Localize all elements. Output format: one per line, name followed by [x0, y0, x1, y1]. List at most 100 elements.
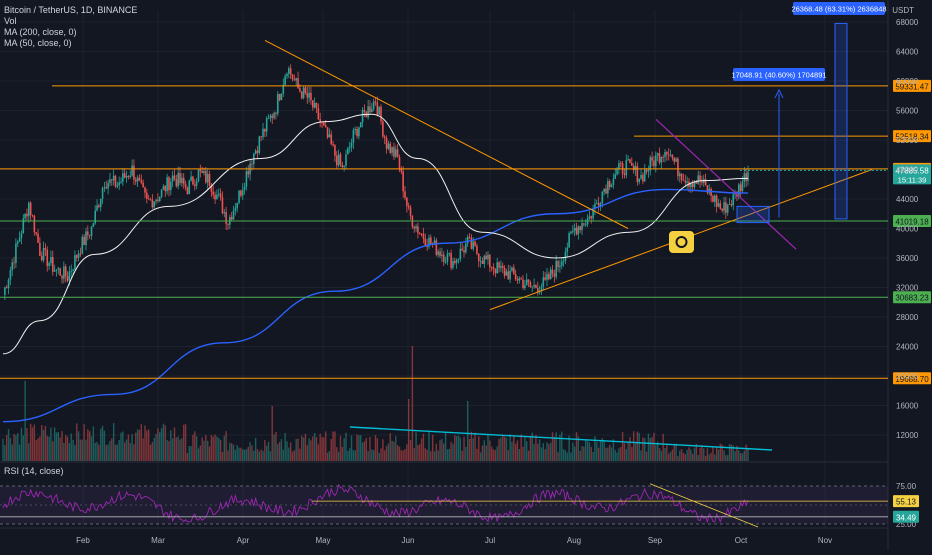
- volume-bar: [289, 442, 292, 461]
- candle-body: [476, 245, 478, 254]
- candle-body: [406, 197, 408, 206]
- candle-body: [26, 213, 28, 217]
- x-tick-label: Mar: [151, 536, 165, 545]
- volume-bar: [524, 437, 526, 461]
- volume-bar: [64, 435, 67, 461]
- volume-bar: [245, 449, 248, 461]
- candle-body: [149, 199, 152, 201]
- vol-indicator[interactable]: Vol: [4, 16, 17, 26]
- candle-body: [409, 207, 412, 216]
- volume-bar: [129, 442, 131, 461]
- volume-bar: [706, 448, 709, 461]
- y-tick-label: 24000: [896, 343, 919, 352]
- volume-bar: [572, 442, 574, 461]
- candle-body: [227, 223, 229, 225]
- candle-body: [372, 101, 375, 110]
- volume-bar: [404, 449, 406, 461]
- candle-body: [455, 259, 458, 263]
- candle-body: [662, 157, 664, 158]
- candle-body: [99, 198, 102, 208]
- volume-bar: [583, 446, 585, 461]
- volume-bar: [343, 438, 345, 461]
- candle-body: [280, 93, 283, 101]
- volume-bar: [348, 448, 351, 461]
- volume-bar: [336, 447, 338, 461]
- candle-body: [634, 166, 637, 171]
- volume-bar: [168, 441, 170, 461]
- candle-body: [18, 237, 21, 242]
- volume-bar: [53, 427, 56, 461]
- volume-bar: [183, 424, 185, 461]
- candle-body: [592, 208, 594, 219]
- volume-bars: [2, 346, 749, 461]
- volume-bar: [645, 451, 648, 461]
- volume-bar: [668, 453, 670, 461]
- volume-bar: [439, 440, 441, 461]
- last-price-label: 47885.58: [895, 166, 929, 175]
- candle-body: [371, 109, 373, 113]
- candle-body: [474, 241, 476, 246]
- volume-bar: [249, 442, 251, 461]
- candle-body: [671, 154, 674, 158]
- volume-bar: [507, 450, 509, 461]
- candle-body: [542, 277, 545, 287]
- candle-body: [328, 134, 331, 138]
- candle-body: [553, 273, 556, 277]
- rsi-title[interactable]: RSI (14, close): [4, 466, 64, 476]
- volume-bar: [454, 435, 456, 461]
- volume-bar: [240, 447, 242, 461]
- y-tick-label: 32000: [896, 284, 919, 293]
- volume-bar: [13, 434, 15, 461]
- candle-body: [391, 147, 393, 153]
- candle-body: [394, 149, 397, 157]
- volume-bar: [26, 428, 28, 461]
- measure-tag: [733, 68, 825, 81]
- candle-body: [452, 261, 454, 268]
- symbol-title[interactable]: Bitcoin / TetherUS, 1D, BINANCE: [4, 5, 138, 15]
- volume-bar: [636, 431, 639, 461]
- volume-bar: [485, 445, 487, 461]
- candle-body: [61, 275, 63, 279]
- candle-body: [695, 181, 698, 184]
- candle-body: [243, 186, 246, 190]
- ma200-indicator[interactable]: MA (200, close, 0): [4, 27, 77, 37]
- candle-body: [160, 189, 163, 198]
- candle-body: [72, 269, 74, 271]
- y-tick-label: 44000: [896, 195, 919, 204]
- volume-bar: [297, 438, 299, 461]
- volume-bar: [686, 449, 688, 461]
- volume-bar: [68, 443, 71, 461]
- volume-bar: [258, 451, 261, 461]
- volume-bar: [378, 452, 380, 461]
- volume-bar: [363, 441, 366, 461]
- candle-body: [627, 159, 629, 161]
- volume-bar: [581, 446, 583, 461]
- ma50-indicator[interactable]: MA (50, close, 0): [4, 38, 72, 48]
- volume-bar: [725, 455, 727, 461]
- candle-body: [256, 150, 259, 153]
- candle-body: [533, 284, 535, 287]
- volume-bar: [125, 439, 128, 461]
- candle-body: [157, 199, 159, 201]
- volume-bar: [173, 427, 176, 461]
- candle-body: [520, 278, 522, 280]
- candle-body: [51, 257, 54, 272]
- volume-bar: [520, 434, 522, 461]
- volume-bar: [24, 381, 26, 461]
- candle-body: [588, 216, 591, 219]
- volume-bar: [4, 444, 6, 461]
- volume-bar: [310, 440, 312, 461]
- volume-bar: [195, 436, 198, 461]
- rsi-value-label: 55.13: [896, 498, 917, 507]
- candle-body: [682, 179, 685, 181]
- candle-body: [446, 253, 449, 262]
- volume-bar: [321, 437, 323, 461]
- volume-bar: [242, 449, 244, 461]
- volume-bar: [50, 427, 52, 461]
- candle-body: [656, 153, 659, 156]
- volume-bar: [703, 448, 705, 461]
- candle-body: [701, 181, 703, 183]
- volume-bar: [70, 433, 72, 461]
